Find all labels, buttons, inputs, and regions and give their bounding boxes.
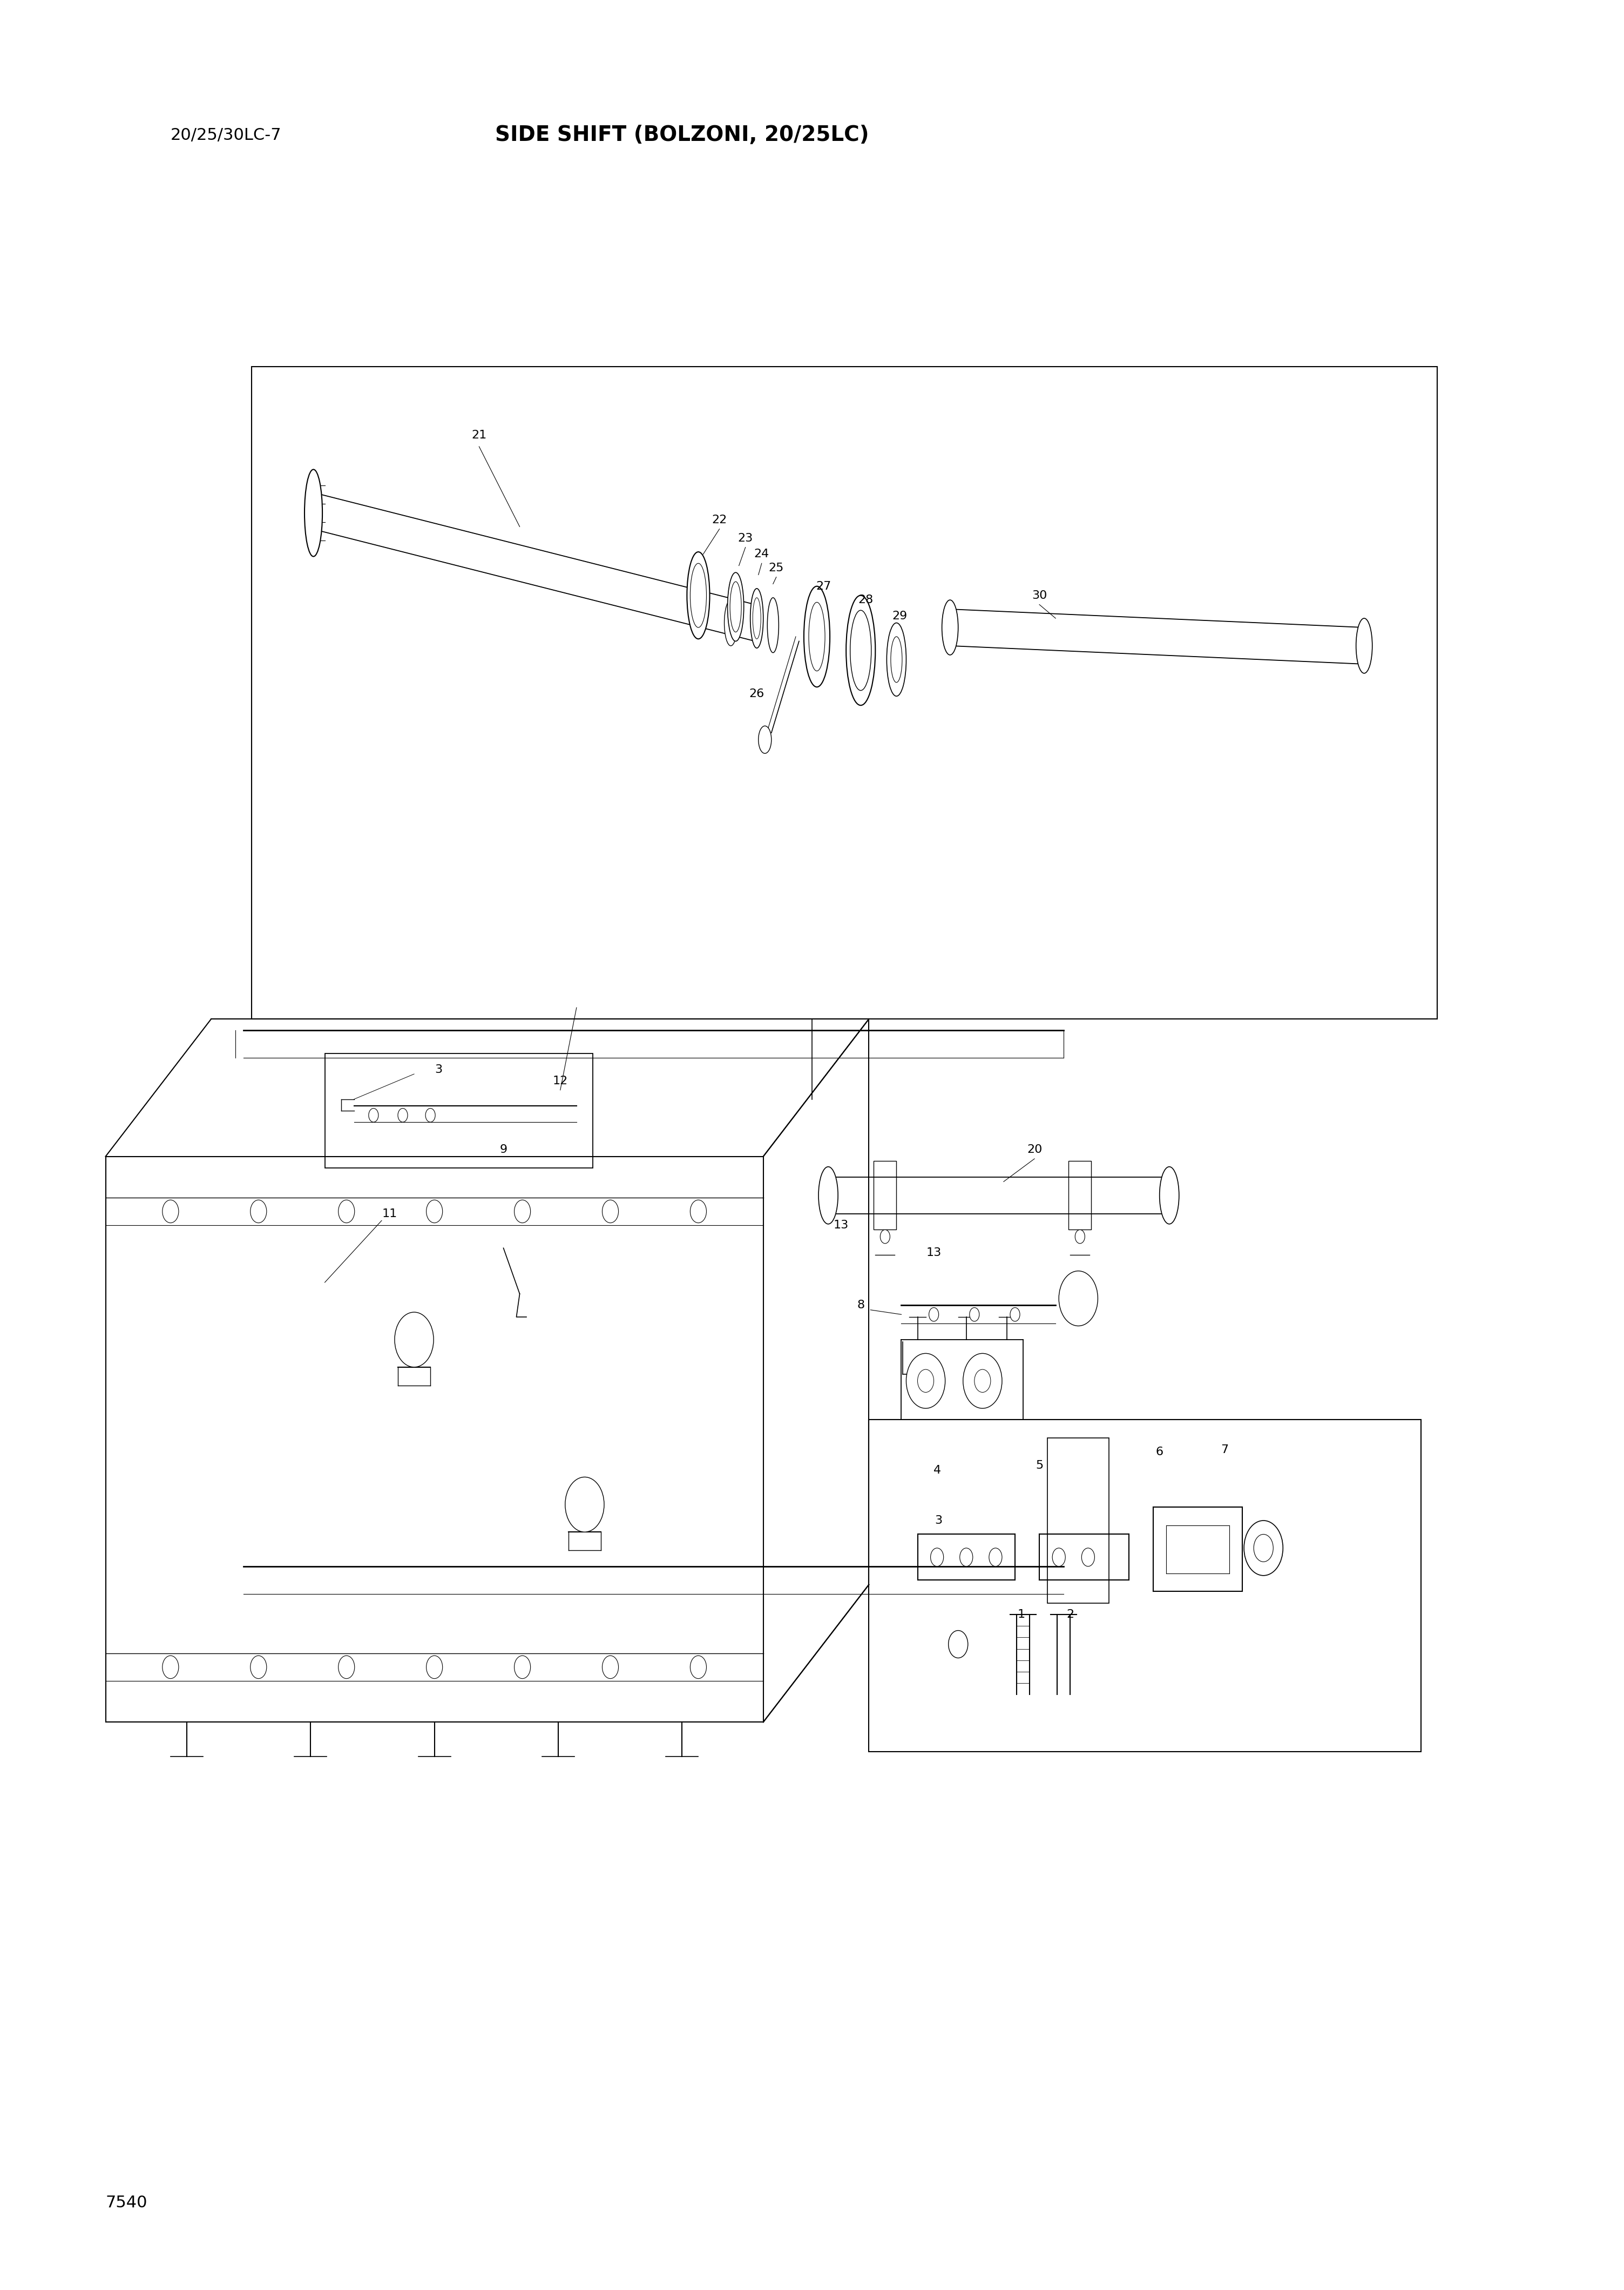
Ellipse shape xyxy=(1356,618,1372,673)
Text: 13: 13 xyxy=(833,1221,849,1230)
Text: 21: 21 xyxy=(471,431,487,440)
Circle shape xyxy=(929,1308,939,1321)
Text: 3: 3 xyxy=(935,1516,942,1525)
Text: 20: 20 xyxy=(1026,1145,1043,1154)
Text: 29: 29 xyxy=(892,611,908,621)
Circle shape xyxy=(690,1200,706,1223)
Circle shape xyxy=(565,1477,604,1532)
Circle shape xyxy=(989,1548,1002,1566)
Text: 3: 3 xyxy=(435,1065,442,1074)
Circle shape xyxy=(250,1200,266,1223)
Ellipse shape xyxy=(887,623,906,696)
Ellipse shape xyxy=(767,598,780,653)
Text: 4: 4 xyxy=(934,1466,940,1475)
Text: 22: 22 xyxy=(711,515,728,524)
Text: 23: 23 xyxy=(737,534,754,543)
Text: 8: 8 xyxy=(857,1301,864,1310)
Circle shape xyxy=(948,1630,968,1658)
Circle shape xyxy=(1059,1271,1098,1326)
Text: 27: 27 xyxy=(815,582,831,591)
Circle shape xyxy=(250,1656,266,1679)
Text: SIDE SHIFT (BOLZONI, 20/25LC): SIDE SHIFT (BOLZONI, 20/25LC) xyxy=(495,126,869,144)
Text: 26: 26 xyxy=(749,689,765,698)
Text: 20/25/30LC-7: 20/25/30LC-7 xyxy=(171,128,281,142)
Circle shape xyxy=(338,1200,354,1223)
Ellipse shape xyxy=(846,595,875,705)
Ellipse shape xyxy=(687,552,710,639)
Circle shape xyxy=(425,1200,442,1223)
Circle shape xyxy=(515,1656,531,1679)
Circle shape xyxy=(1082,1548,1095,1566)
Ellipse shape xyxy=(942,600,958,655)
Circle shape xyxy=(906,1353,945,1408)
Circle shape xyxy=(162,1200,179,1223)
Text: 7540: 7540 xyxy=(106,2196,148,2210)
Circle shape xyxy=(395,1312,434,1367)
Bar xyxy=(1047,1438,1109,1603)
Bar xyxy=(874,1161,896,1230)
Text: 12: 12 xyxy=(552,1076,568,1085)
Circle shape xyxy=(970,1308,979,1321)
Text: 2: 2 xyxy=(1067,1610,1073,1619)
Circle shape xyxy=(974,1369,991,1392)
Ellipse shape xyxy=(804,586,830,687)
Ellipse shape xyxy=(1160,1168,1179,1223)
Text: 24: 24 xyxy=(754,550,770,559)
Bar xyxy=(869,1420,1421,1752)
Circle shape xyxy=(603,1656,619,1679)
Bar xyxy=(252,366,1437,1019)
Circle shape xyxy=(960,1548,973,1566)
Text: 25: 25 xyxy=(768,563,784,572)
Circle shape xyxy=(1075,1230,1085,1243)
Bar xyxy=(1069,1161,1091,1230)
Text: 7: 7 xyxy=(1221,1445,1228,1454)
Bar xyxy=(325,1053,593,1168)
Circle shape xyxy=(1010,1308,1020,1321)
Ellipse shape xyxy=(818,1168,838,1223)
Text: 9: 9 xyxy=(500,1145,507,1154)
Circle shape xyxy=(425,1656,442,1679)
Ellipse shape xyxy=(750,589,763,648)
Text: 5: 5 xyxy=(1036,1461,1043,1470)
Text: 6: 6 xyxy=(1156,1447,1163,1456)
Circle shape xyxy=(425,1108,435,1122)
Circle shape xyxy=(1052,1548,1065,1566)
Ellipse shape xyxy=(724,600,737,646)
Circle shape xyxy=(690,1656,706,1679)
Circle shape xyxy=(880,1230,890,1243)
Circle shape xyxy=(398,1108,408,1122)
Circle shape xyxy=(1254,1534,1273,1562)
Circle shape xyxy=(162,1656,179,1679)
Circle shape xyxy=(603,1200,619,1223)
Circle shape xyxy=(1244,1521,1283,1576)
Ellipse shape xyxy=(728,572,744,641)
Ellipse shape xyxy=(758,726,771,753)
Circle shape xyxy=(338,1656,354,1679)
Ellipse shape xyxy=(305,469,322,556)
Text: 11: 11 xyxy=(382,1209,398,1218)
Text: 13: 13 xyxy=(926,1248,942,1257)
Circle shape xyxy=(963,1353,1002,1408)
Circle shape xyxy=(918,1369,934,1392)
Circle shape xyxy=(369,1108,378,1122)
Text: 30: 30 xyxy=(1031,591,1047,600)
Text: 28: 28 xyxy=(857,595,874,605)
Circle shape xyxy=(515,1200,531,1223)
Circle shape xyxy=(931,1548,944,1566)
Text: 1: 1 xyxy=(1018,1610,1025,1619)
